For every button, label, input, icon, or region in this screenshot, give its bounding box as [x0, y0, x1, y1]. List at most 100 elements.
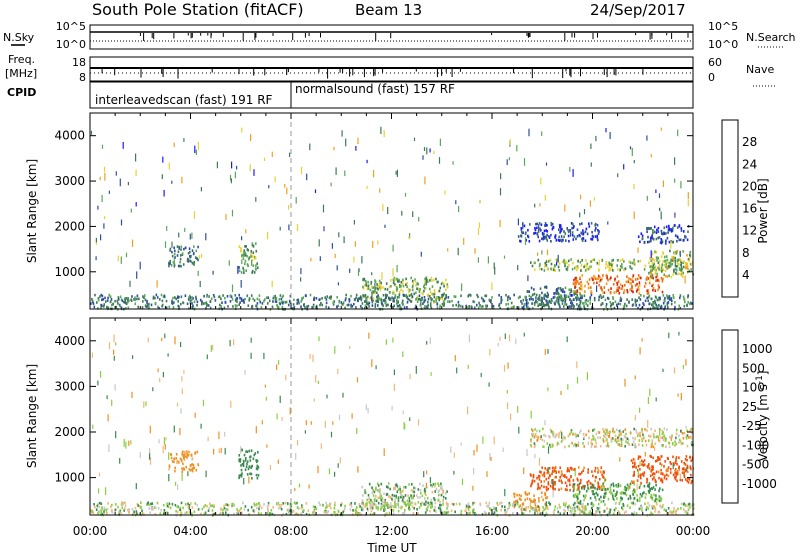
echo-cell: [548, 306, 550, 309]
echo-cell: [606, 296, 609, 300]
echo-cell: [244, 245, 246, 248]
echo-cell: [644, 428, 646, 431]
echo-cell: [218, 295, 220, 299]
echo-cell: [568, 288, 570, 292]
echo-cell: [252, 457, 255, 460]
echo-cell: [552, 268, 555, 272]
echo-cell: [684, 236, 686, 239]
echo-cell: [395, 289, 398, 292]
scatter-echo: [92, 424, 94, 429]
echo-cell: [397, 488, 400, 491]
echo-cell: [620, 443, 623, 446]
scatter-echo: [251, 259, 253, 266]
echo-cell: [467, 294, 469, 298]
echo-cell: [191, 457, 193, 461]
scatter-echo: [334, 346, 336, 354]
echo-cell: [259, 300, 262, 304]
nsky-dropout: [651, 33, 653, 39]
echo-cell: [256, 302, 259, 305]
echo-cell: [620, 299, 622, 302]
echo-cell: [642, 437, 644, 441]
echo-cell: [151, 508, 153, 511]
y-tick-label: 1000: [54, 471, 85, 485]
echo-cell: [577, 507, 579, 511]
echo-cell: [549, 300, 551, 304]
echo-cell: [177, 264, 180, 268]
scatter-echo: [107, 414, 109, 422]
echo-cell: [280, 301, 283, 304]
echo-cell: [193, 252, 195, 255]
echo-cell: [665, 509, 667, 512]
echo-cell: [435, 298, 437, 301]
echo-cell: [468, 511, 470, 515]
scatter-echo: [546, 249, 549, 256]
echo-cell: [243, 249, 245, 252]
echo-cell: [448, 300, 451, 303]
echo-cell: [637, 432, 640, 436]
echo-cell: [655, 494, 657, 497]
echo-cell: [640, 232, 643, 235]
echo-cell: [629, 288, 631, 291]
echo-cell: [612, 258, 615, 262]
scatter-echo: [183, 138, 185, 142]
echo-cell: [573, 290, 575, 293]
echo-cell: [674, 271, 677, 275]
power-y-axis-label: Slant Range [km]: [25, 159, 39, 263]
echo-cell: [376, 291, 378, 295]
echo-cell: [633, 258, 635, 262]
echo-cell: [194, 256, 197, 259]
echo-cell: [634, 298, 637, 302]
echo-cell: [168, 468, 170, 471]
scatter-echo: [284, 183, 286, 188]
echo-cell: [187, 454, 190, 457]
echo-cell: [585, 259, 587, 262]
echo-cell: [546, 291, 549, 295]
echo-cell: [358, 297, 360, 300]
echo-cell: [567, 434, 570, 438]
echo-cell: [652, 468, 654, 471]
echo-cell: [680, 442, 683, 446]
echo-cell: [446, 285, 449, 288]
echo-cell: [421, 296, 423, 300]
echo-cell: [573, 486, 575, 489]
scatter-echo: [452, 161, 454, 165]
echo-cell: [247, 257, 250, 261]
echo-cell: [560, 487, 563, 491]
echo-cell: [371, 304, 374, 307]
echo-cell: [197, 508, 200, 511]
echo-cell: [354, 511, 357, 515]
scatter-echo: [530, 410, 532, 419]
echo-cell: [187, 505, 190, 509]
echo-cell: [623, 511, 626, 514]
echo-cell: [119, 510, 121, 514]
velocity-y-axis-label: Slant Range [km]: [25, 364, 39, 468]
echo-cell: [602, 476, 605, 479]
echo-cell: [579, 499, 582, 503]
echo-cell: [321, 297, 323, 300]
cpid-panel: CPID interleavedscan (fast) 191 RF norma…: [7, 81, 694, 109]
echo-cell: [382, 299, 384, 302]
echo-cell: [603, 510, 606, 513]
scatter-echo: [518, 426, 520, 434]
echo-cell: [192, 463, 195, 467]
echo-cell: [245, 450, 247, 453]
echo-cell: [655, 270, 657, 273]
echo-cell: [559, 305, 561, 309]
echo-cell: [622, 504, 625, 507]
echo-cell: [636, 434, 639, 437]
echo-cell: [369, 288, 372, 292]
echo-cell: [606, 430, 608, 434]
echo-cell: [610, 492, 612, 495]
echo-cell: [131, 295, 133, 298]
echo-cell: [255, 242, 257, 245]
echo-cell: [536, 509, 538, 513]
echo-cell: [137, 504, 139, 507]
scatter-echo: [556, 261, 558, 266]
echo-cell: [653, 262, 655, 266]
scatter-echo: [183, 370, 185, 374]
scatter-echo: [241, 259, 243, 265]
echo-cell: [527, 228, 529, 232]
echo-cell: [626, 298, 628, 301]
echo-cell: [594, 229, 596, 232]
